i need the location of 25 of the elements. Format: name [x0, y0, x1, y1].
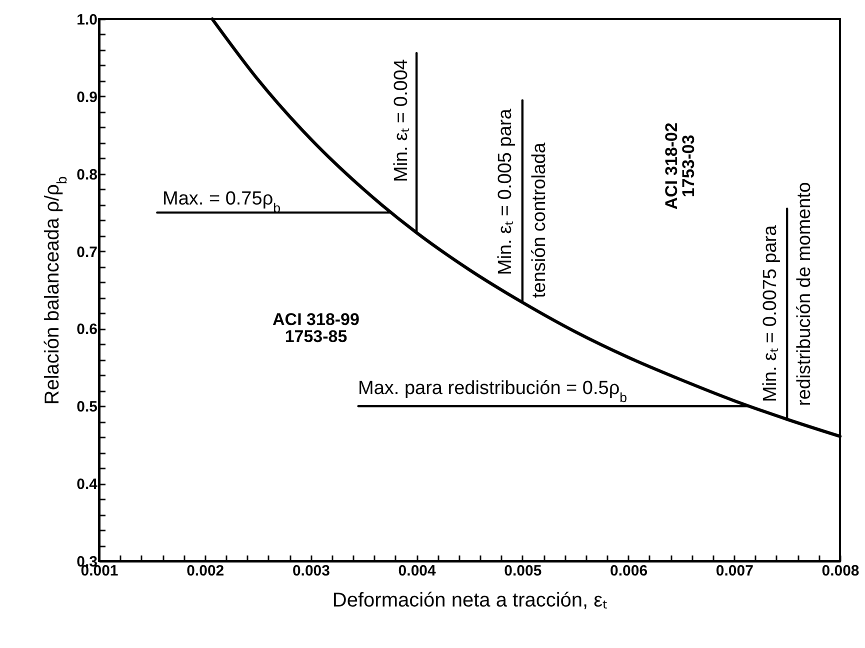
annotation: Max. para redistribución = 0.5ρ$_{b}$ — [358, 378, 628, 404]
annotation: tensión controlada — [529, 142, 550, 298]
y-tick-label: 0.8 — [76, 166, 98, 184]
x-tick-label: 0.002 — [186, 562, 224, 580]
annotation: redistribución de momento — [794, 182, 815, 406]
y-tick-label: 0.6 — [76, 321, 98, 338]
x-tick-label: 0.003 — [292, 562, 330, 580]
x-axis-title: Deformación neta a tracción, εₜ — [332, 590, 608, 612]
y-tick-label: 0.4 — [76, 476, 98, 494]
x-tick-label: 0.007 — [716, 562, 754, 580]
annotation: ACI 318-02 — [662, 122, 681, 210]
x-tick-label: 0.008 — [822, 562, 860, 580]
annotation: Min. εₜ = 0.005 para — [495, 108, 516, 275]
y-tick-label: 0.5 — [76, 398, 98, 416]
x-tick-label: 0.005 — [504, 562, 542, 580]
annotation: Min. εₜ = 0.0075 para — [760, 224, 781, 402]
y-tick-label: 0.7 — [76, 244, 98, 261]
annotation: Min. εₜ = 0.004 — [391, 58, 412, 182]
x-tick-label: 0.006 — [610, 562, 648, 580]
x-tick-label: 0.004 — [398, 562, 436, 580]
annotation: 1753-85 — [284, 327, 348, 346]
y-tick-label: 0.9 — [76, 88, 98, 106]
y-tick-label: 1.0 — [76, 12, 98, 28]
annotation: ACI 318-99 — [272, 310, 360, 329]
annotation: 1753-03 — [679, 134, 698, 198]
